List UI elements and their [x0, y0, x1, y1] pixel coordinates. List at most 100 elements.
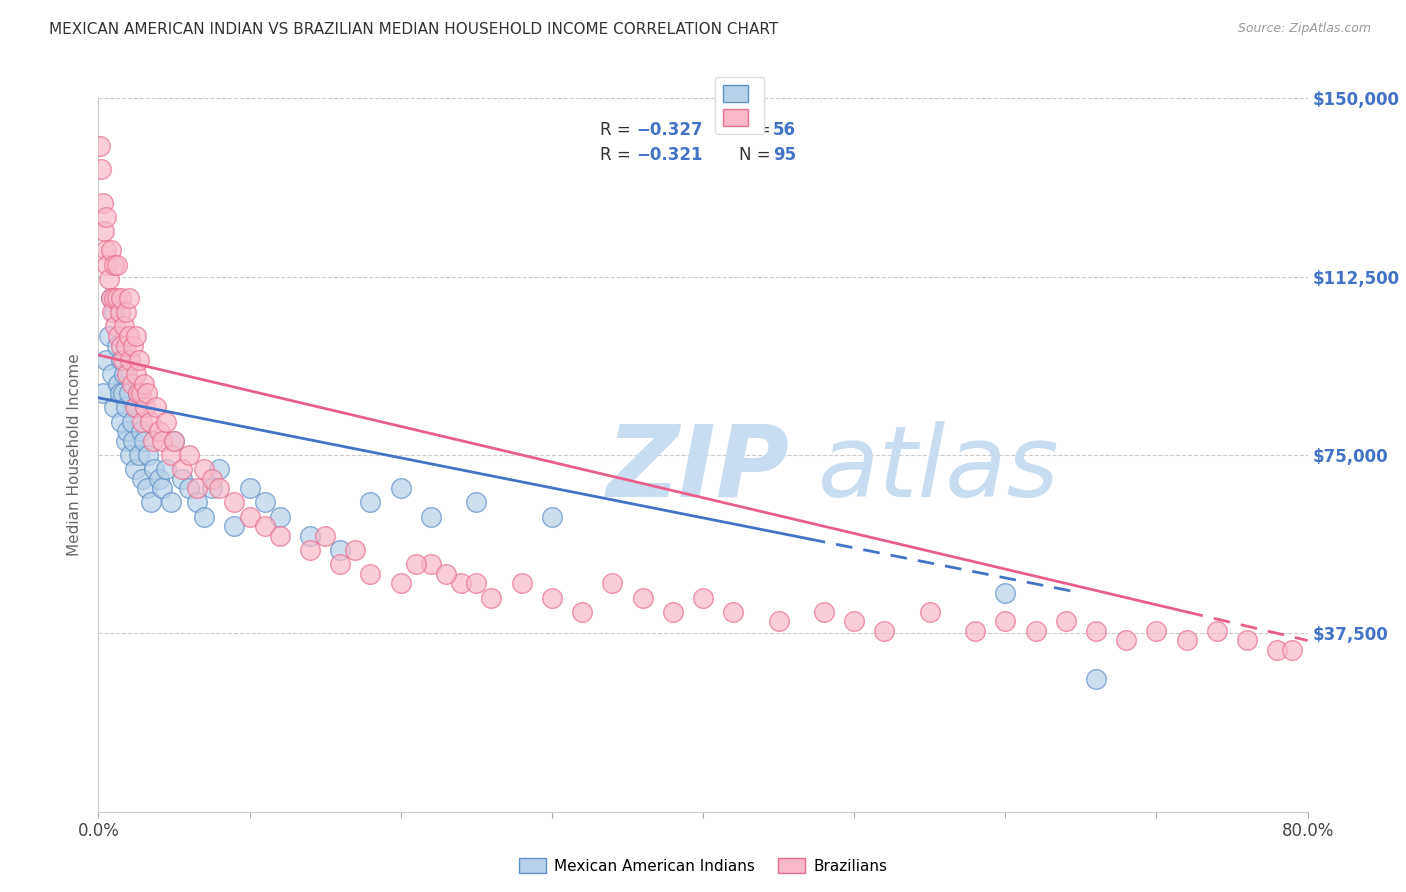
Point: [918, 605, 941, 619]
Point: [127, 386, 149, 401]
Point: [1085, 624, 1108, 638]
Point: [160, 495, 183, 509]
Point: [129, 424, 152, 438]
Point: [127, 386, 149, 401]
Point: [120, 448, 142, 462]
Text: 56: 56: [773, 121, 796, 139]
Point: [103, 291, 125, 305]
Text: −0.327: −0.327: [637, 121, 703, 139]
Point: [465, 495, 488, 509]
Point: [93, 224, 115, 238]
Point: [201, 472, 224, 486]
Point: [1054, 615, 1077, 629]
Text: N =: N =: [740, 121, 770, 139]
Point: [1267, 643, 1289, 657]
Point: [121, 415, 143, 429]
Point: [112, 367, 135, 381]
Point: [662, 605, 685, 619]
Point: [122, 338, 145, 352]
Point: [135, 481, 157, 495]
Point: [299, 543, 322, 558]
Point: [129, 386, 152, 401]
Point: [155, 462, 177, 476]
Point: [105, 338, 128, 352]
Point: [360, 566, 382, 581]
Point: [148, 472, 170, 486]
Point: [360, 495, 382, 509]
Point: [124, 401, 146, 415]
Point: [269, 529, 291, 543]
Point: [1024, 624, 1046, 638]
Point: [120, 352, 142, 367]
Point: [100, 244, 122, 258]
Point: [170, 472, 193, 486]
Point: [125, 401, 148, 415]
Point: [179, 481, 201, 495]
Point: [94, 352, 117, 367]
Point: [110, 338, 132, 352]
Point: [155, 415, 177, 429]
Point: [110, 415, 132, 429]
Point: [107, 376, 129, 391]
Point: [103, 401, 125, 415]
Point: [128, 448, 150, 462]
Point: [844, 615, 866, 629]
Point: [125, 367, 148, 381]
Point: [94, 244, 117, 258]
Y-axis label: Median Household Income: Median Household Income: [67, 353, 83, 557]
Point: [150, 481, 173, 495]
Point: [90, 162, 112, 177]
Point: [389, 481, 412, 495]
Point: [131, 415, 153, 429]
Point: [121, 376, 143, 391]
Point: [344, 543, 367, 558]
Point: [193, 509, 215, 524]
Point: [105, 258, 128, 272]
Point: [114, 434, 136, 448]
Point: [994, 586, 1017, 600]
Point: [201, 481, 224, 495]
Point: [450, 576, 472, 591]
Point: [571, 605, 593, 619]
Point: [873, 624, 896, 638]
Point: [122, 434, 145, 448]
Legend: , : ,: [716, 77, 763, 134]
Point: [208, 462, 231, 476]
Point: [103, 258, 125, 272]
Point: [253, 495, 276, 509]
Point: [434, 566, 457, 581]
Point: [100, 291, 122, 305]
Point: [125, 329, 148, 343]
Point: [299, 529, 322, 543]
Point: [145, 401, 167, 415]
Point: [142, 434, 165, 448]
Point: [141, 495, 163, 509]
Point: [108, 305, 131, 319]
Point: [134, 401, 156, 415]
Point: [465, 576, 488, 591]
Legend: Mexican American Indians, Brazilians: Mexican American Indians, Brazilians: [513, 852, 893, 880]
Point: [1144, 624, 1167, 638]
Point: [98, 329, 121, 343]
Point: [723, 605, 745, 619]
Point: [132, 376, 155, 391]
Point: [118, 329, 141, 343]
Point: [101, 367, 124, 381]
Point: [1175, 633, 1198, 648]
Point: [150, 434, 173, 448]
Text: R =: R =: [600, 146, 631, 164]
Point: [104, 319, 127, 334]
Point: [329, 558, 352, 572]
Point: [179, 448, 201, 462]
Point: [114, 401, 136, 415]
Point: [1115, 633, 1137, 648]
Point: [136, 448, 159, 462]
Point: [128, 352, 150, 367]
Point: [186, 481, 208, 495]
Point: [224, 495, 246, 509]
Point: [405, 558, 427, 572]
Point: [163, 434, 186, 448]
Point: [111, 386, 134, 401]
Point: [139, 415, 162, 429]
Point: [253, 519, 276, 533]
